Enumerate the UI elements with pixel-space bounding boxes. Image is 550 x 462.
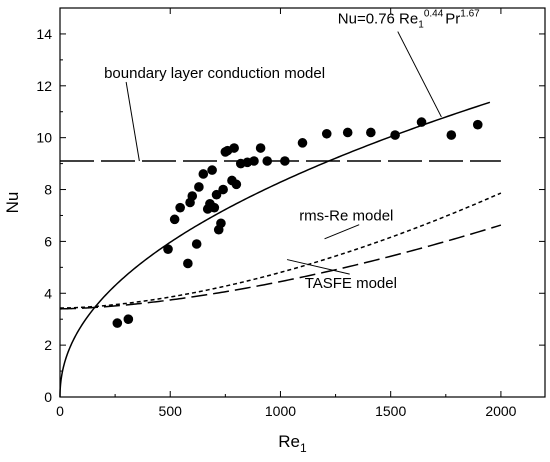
data-point — [218, 184, 228, 195]
data-point — [280, 156, 290, 166]
data-point — [207, 165, 217, 175]
y-tick-label: 14 — [36, 26, 52, 42]
data-point — [187, 191, 198, 201]
data-point — [255, 143, 266, 153]
data-point — [366, 127, 376, 138]
y-tick-label: 12 — [36, 78, 52, 94]
data-point — [416, 117, 427, 127]
plot-border — [59, 7, 546, 398]
x-tick-label: 2000 — [485, 403, 516, 419]
y-tick-label: 0 — [44, 389, 52, 405]
data-point — [321, 128, 332, 139]
x-tick-label: 0 — [56, 403, 64, 419]
data-point — [183, 258, 193, 269]
data-point — [446, 130, 457, 140]
x-tick-label: 1500 — [375, 403, 406, 419]
x-tick-label: 1000 — [265, 403, 296, 419]
annotation-label: TASFE model — [305, 275, 397, 292]
annotations: boundary layer conduction model rms-Re mo… — [104, 9, 480, 293]
annotation-pointer — [324, 224, 360, 240]
formula-label: Nu=0.76 Re10.44 Pr1.67 — [338, 9, 480, 31]
data-point — [191, 239, 202, 249]
data-point — [472, 119, 483, 130]
data-point — [229, 143, 239, 153]
formula-part: 0.44 — [424, 9, 444, 20]
rms-re-model-line — [60, 192, 502, 309]
data-point — [216, 218, 226, 229]
data-point — [390, 130, 400, 140]
data-point — [211, 189, 222, 200]
y-tick-label: 10 — [36, 130, 52, 146]
data-points — [112, 117, 483, 328]
data-point — [262, 156, 273, 166]
series-lines — [59, 101, 502, 398]
annotation-pointer — [286, 259, 350, 275]
x-axis-label: Re1 — [278, 432, 307, 455]
data-point — [297, 138, 308, 148]
y-axis-label: Nu — [3, 192, 22, 214]
plot-frame — [59, 7, 546, 398]
data-point — [209, 202, 220, 213]
x-tick-label: 500 — [159, 403, 183, 419]
axis-ticks: 0 500 1000 1500 2000 0 2 4 6 8 10 12 14 — [36, 8, 545, 419]
correlation-curve — [59, 101, 491, 398]
data-point — [112, 318, 123, 328]
data-point — [342, 127, 353, 138]
data-point — [163, 244, 173, 254]
data-point — [231, 179, 242, 190]
data-point — [175, 202, 185, 213]
formula-part: Nu=0.76 Re — [338, 11, 418, 28]
formula-part: 1 — [418, 20, 424, 31]
y-tick-label: 8 — [44, 182, 52, 198]
annotation-label: rms-Re model — [299, 208, 393, 225]
y-tick-label: 2 — [44, 337, 52, 353]
annotation-pointer — [125, 81, 140, 162]
formula-part: Pr — [445, 11, 460, 28]
annotation-label: boundary layer conduction model — [104, 65, 325, 82]
y-tick-label: 6 — [44, 233, 52, 249]
tasfe-model-line — [60, 224, 502, 310]
data-point — [249, 156, 259, 166]
data-point — [169, 214, 180, 225]
formula-part: 1.67 — [460, 9, 480, 20]
y-tick-label: 4 — [44, 285, 52, 301]
annotation-pointer — [397, 31, 442, 118]
data-point — [198, 169, 209, 179]
data-point — [194, 182, 204, 192]
data-point — [123, 314, 134, 325]
